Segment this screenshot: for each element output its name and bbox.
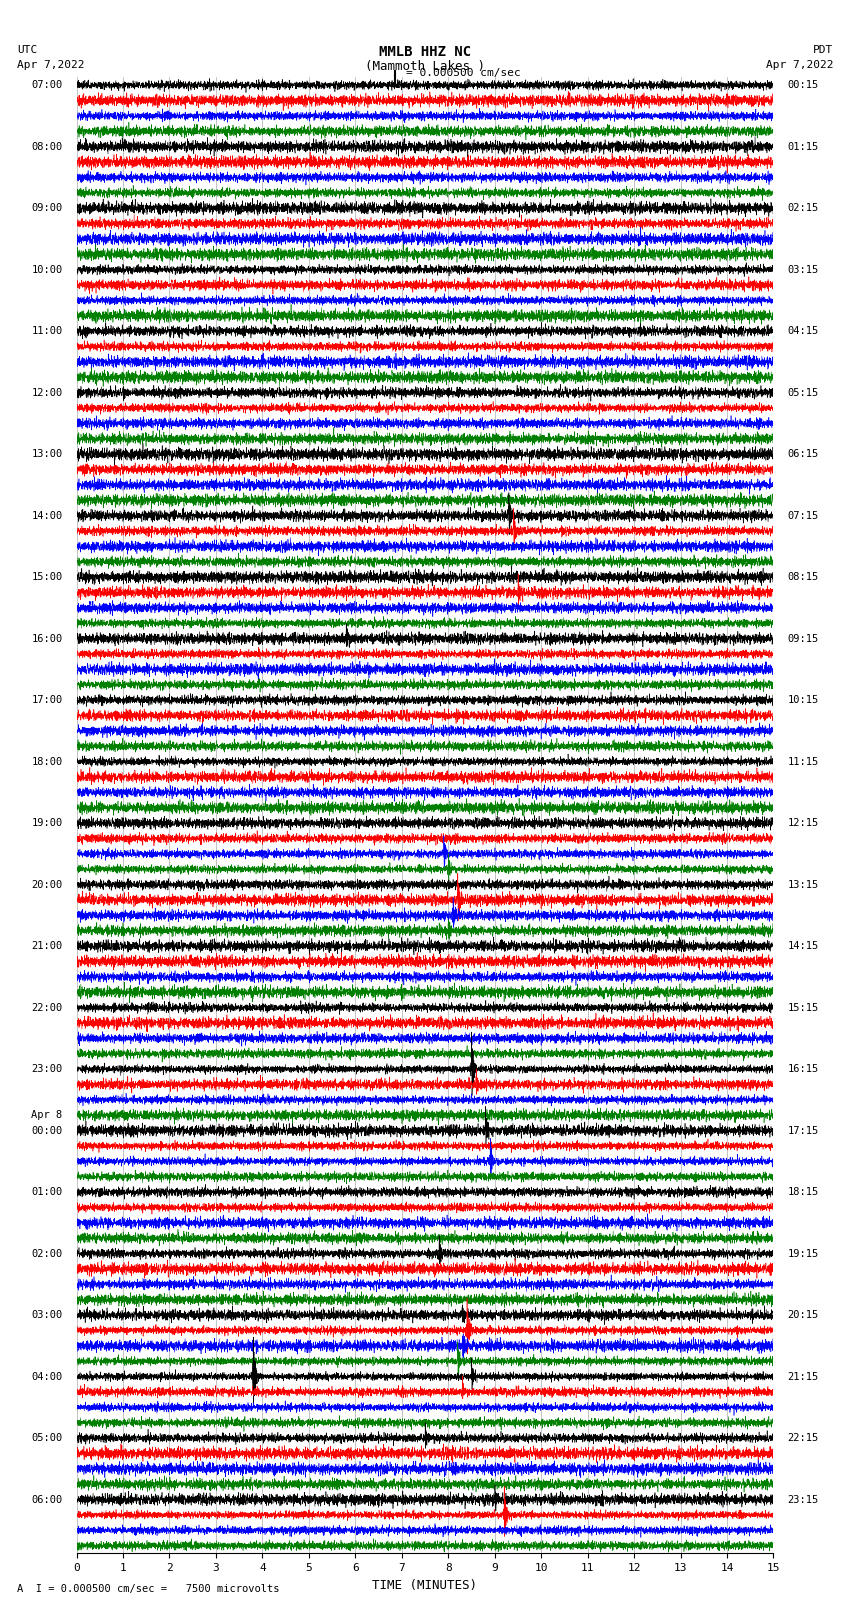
Text: Apr 8: Apr 8 — [31, 1110, 63, 1119]
Text: 01:15: 01:15 — [787, 142, 819, 152]
Text: PDT: PDT — [813, 45, 833, 55]
Text: 21:00: 21:00 — [31, 940, 63, 952]
Text: 15:00: 15:00 — [31, 573, 63, 582]
Text: 23:00: 23:00 — [31, 1065, 63, 1074]
Text: 07:00: 07:00 — [31, 81, 63, 90]
Text: 17:15: 17:15 — [787, 1126, 819, 1136]
Text: 01:00: 01:00 — [31, 1187, 63, 1197]
X-axis label: TIME (MINUTES): TIME (MINUTES) — [372, 1579, 478, 1592]
Text: 13:00: 13:00 — [31, 448, 63, 460]
Text: 21:15: 21:15 — [787, 1371, 819, 1381]
Text: 09:00: 09:00 — [31, 203, 63, 213]
Text: MMLB HHZ NC: MMLB HHZ NC — [379, 45, 471, 60]
Text: 10:15: 10:15 — [787, 695, 819, 705]
Text: (Mammoth Lakes ): (Mammoth Lakes ) — [365, 60, 485, 73]
Text: 00:15: 00:15 — [787, 81, 819, 90]
Text: 14:15: 14:15 — [787, 940, 819, 952]
Text: 00:00: 00:00 — [31, 1126, 63, 1136]
Text: 12:00: 12:00 — [31, 387, 63, 397]
Text: 04:00: 04:00 — [31, 1371, 63, 1381]
Text: 17:00: 17:00 — [31, 695, 63, 705]
Text: 09:15: 09:15 — [787, 634, 819, 644]
Text: 18:00: 18:00 — [31, 756, 63, 766]
Text: 18:15: 18:15 — [787, 1187, 819, 1197]
Text: 23:15: 23:15 — [787, 1495, 819, 1505]
Text: 05:00: 05:00 — [31, 1432, 63, 1444]
Text: 20:00: 20:00 — [31, 879, 63, 889]
Text: 06:15: 06:15 — [787, 448, 819, 460]
Text: 19:00: 19:00 — [31, 818, 63, 827]
Text: 02:15: 02:15 — [787, 203, 819, 213]
Text: 05:15: 05:15 — [787, 387, 819, 397]
Text: Apr 7,2022: Apr 7,2022 — [766, 60, 833, 69]
Text: 22:00: 22:00 — [31, 1003, 63, 1013]
Text: 04:15: 04:15 — [787, 326, 819, 336]
Text: 11:00: 11:00 — [31, 326, 63, 336]
Text: 11:15: 11:15 — [787, 756, 819, 766]
Text: A  I = 0.000500 cm/sec =   7500 microvolts: A I = 0.000500 cm/sec = 7500 microvolts — [17, 1584, 280, 1594]
Text: UTC: UTC — [17, 45, 37, 55]
Text: 03:00: 03:00 — [31, 1310, 63, 1319]
Text: 02:00: 02:00 — [31, 1248, 63, 1258]
Text: 10:00: 10:00 — [31, 265, 63, 274]
Text: 08:15: 08:15 — [787, 573, 819, 582]
Text: 08:00: 08:00 — [31, 142, 63, 152]
Text: Apr 7,2022: Apr 7,2022 — [17, 60, 84, 69]
Text: 12:15: 12:15 — [787, 818, 819, 827]
Text: 19:15: 19:15 — [787, 1248, 819, 1258]
Text: 07:15: 07:15 — [787, 511, 819, 521]
Text: 03:15: 03:15 — [787, 265, 819, 274]
Text: 14:00: 14:00 — [31, 511, 63, 521]
Text: 16:15: 16:15 — [787, 1065, 819, 1074]
Text: 20:15: 20:15 — [787, 1310, 819, 1319]
Text: 06:00: 06:00 — [31, 1495, 63, 1505]
Text: 22:15: 22:15 — [787, 1432, 819, 1444]
Text: 16:00: 16:00 — [31, 634, 63, 644]
Text: 13:15: 13:15 — [787, 879, 819, 889]
Text: = 0.000500 cm/sec: = 0.000500 cm/sec — [406, 68, 521, 77]
Text: 15:15: 15:15 — [787, 1003, 819, 1013]
